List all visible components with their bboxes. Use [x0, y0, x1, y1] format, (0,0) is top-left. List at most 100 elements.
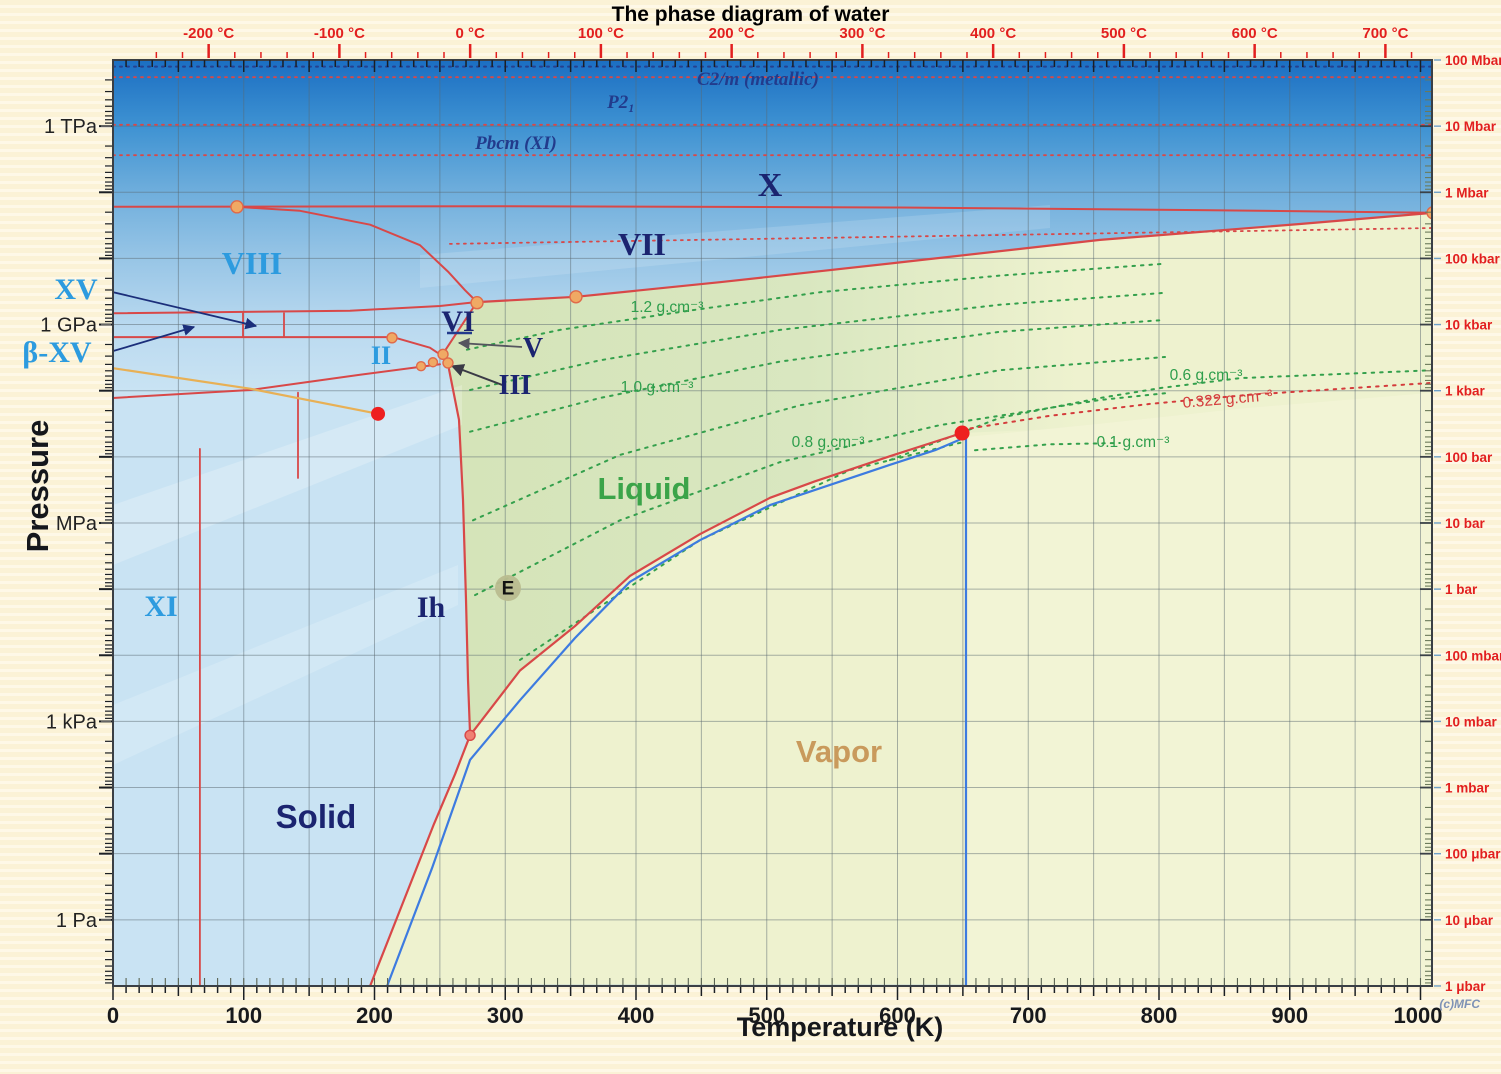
bottom-axis-tick-label: 800 [1141, 1003, 1178, 1028]
y-axis-title: Pressure [20, 419, 55, 553]
label-pbcm-xi: Pbcm (XI) [474, 133, 557, 154]
right-axis-tick-label: 1 mbar [1445, 781, 1490, 796]
label-ice-x: X [758, 167, 783, 204]
isochore-1.0 [469, 318, 1166, 433]
cluster-point-d [442, 357, 454, 369]
top-axis-tick-label: 100 °C [578, 25, 624, 42]
cluster-point-b [427, 357, 439, 368]
plot-area: E [113, 60, 1432, 986]
right-axis-tick-label: 1 μbar [1445, 979, 1486, 994]
label-ice-vi: VI [441, 305, 474, 338]
light-streak-upper [420, 205, 1050, 288]
saturation-line [469, 431, 964, 737]
page-title: The phase diagram of water [611, 3, 890, 26]
right-axis-tick-label: 100 Mbar [1445, 53, 1501, 68]
label-c2m-metallic: C2/m (metallic) [697, 69, 819, 90]
isochore-0.9 [472, 356, 1166, 522]
copyright-watermark: (c)MFC [1439, 997, 1480, 1011]
bottom-axis-tick-label: 900 [1271, 1003, 1308, 1028]
right-axis-tick-label: 100 bar [1445, 450, 1493, 465]
label-density-0.6: 0.6 g.cm⁻³ [1170, 367, 1243, 384]
solid-triple-point [464, 729, 476, 741]
top-axis-tick-label: 600 °C [1232, 25, 1278, 42]
bottom-axis-tick-label: 200 [356, 1003, 393, 1028]
top-axis-tick-label: 400 °C [970, 25, 1016, 42]
vii-dotted-boundary [448, 227, 1432, 245]
isochore-1.1 [469, 291, 1166, 391]
xv-line-point [386, 332, 398, 344]
triple-vi-vii-liquid [470, 296, 484, 310]
top-axis-tick-label: 700 °C [1362, 25, 1408, 42]
xv-pointer-arrow [113, 291, 258, 330]
critical-point [954, 425, 970, 441]
right-axis-tick-label: 10 kbar [1445, 318, 1493, 333]
ice-x-boundary [113, 205, 1432, 214]
isochore-0.8 [474, 392, 1166, 597]
right-axis-tick-label: 100 μbar [1445, 847, 1501, 862]
bottom-axis-tick-label: 600 [879, 1003, 916, 1028]
label-density-0.8: 0.8 g.cm⁻³ [792, 434, 865, 451]
top-axis-tick-label: -100 °C [314, 25, 365, 42]
left-axis-tick-label: 1 TPa [44, 116, 98, 138]
right-axis-tick-label: 100 kbar [1445, 251, 1501, 266]
axes: -200 °C -100 °C 0 °C 100 °C 200 °C 300 °C 400 … [40, 25, 1501, 1028]
v-pointer-arrow [457, 337, 523, 350]
label-ice-xv: XV [54, 273, 98, 306]
isochore-0.1 [974, 442, 1121, 452]
label-ice-vii: VII [618, 226, 666, 262]
bottom-axis-tick-label: 700 [1010, 1003, 1047, 1028]
ice-viii-dome [236, 205, 478, 304]
bottom-axis-tick-label: 500 [748, 1003, 785, 1028]
x-edge-point [1426, 206, 1432, 220]
supercritical-light-wedge [966, 392, 1432, 986]
plot-frame [112, 59, 1433, 987]
label-ice-xi: XI [144, 590, 177, 623]
label-density-0.1: 0.1 g.cm⁻³ [1097, 434, 1170, 451]
ih-ii-boundary [113, 363, 441, 399]
label-vapor: Vapor [796, 734, 882, 769]
bottom-axis-tick-label: 300 [487, 1003, 524, 1028]
isochore-0.7 [519, 441, 964, 661]
isochore-0.322-critical [961, 381, 1432, 431]
right-axis-tick-label: 10 mbar [1445, 714, 1498, 729]
left-axis-tick-label: MPa [56, 513, 98, 535]
label-density-1.0: 1.0 g.cm⁻³ [621, 379, 694, 396]
hydrogen-order-line [113, 367, 380, 415]
cluster-point-c [437, 348, 449, 361]
right-axis-tick-label: 1 bar [1445, 582, 1478, 597]
label-solid: Solid [276, 798, 357, 835]
sublimation-line [369, 734, 472, 986]
top-axis-tick-label: 0 °C [455, 25, 485, 42]
top-axis-tick-label: 500 °C [1101, 25, 1147, 42]
cluster-point-a [415, 361, 427, 372]
label-ice-viii: VIII [222, 245, 282, 281]
liquid-green-region [443, 239, 1100, 736]
left-axis-tick-label: 1 kPa [46, 711, 98, 733]
hydrogen-order-end [371, 406, 386, 421]
xv-upper-boundary [113, 301, 472, 315]
triple-viii-x [230, 200, 244, 214]
label-density-1.2: 1.2 g.cm⁻³ [631, 299, 704, 316]
bottom-axis-tick-label: 400 [618, 1003, 655, 1028]
top-axis-tick-label: -200 °C [183, 25, 234, 42]
right-axis-tick-label: 10 Mbar [1445, 119, 1497, 134]
right-axis-tick-label: 10 bar [1445, 516, 1486, 531]
bottom-axis-tick-label: 100 [225, 1003, 262, 1028]
ih-melting-line [446, 363, 472, 737]
bottom-axis-tick-label: 0 [107, 1003, 119, 1028]
top-axis-tick-label: 300 °C [839, 25, 885, 42]
iii-pointer-arrow [450, 364, 506, 387]
vapor-density-diagonal [386, 435, 968, 986]
label-liquid: Liquid [598, 471, 691, 506]
right-axis-tick-label: 100 mbar [1445, 648, 1501, 663]
label-p21: P2₁ [606, 92, 635, 113]
left-axis-tick-label: 1 Pa [56, 910, 98, 932]
right-axis-tick-label: 1 kbar [1445, 384, 1486, 399]
triple-vii-liquid [569, 290, 583, 304]
isochore-1.2 [465, 262, 1166, 351]
label-ice-ih: Ih [417, 591, 446, 624]
label-ice-iii: III [499, 370, 532, 401]
